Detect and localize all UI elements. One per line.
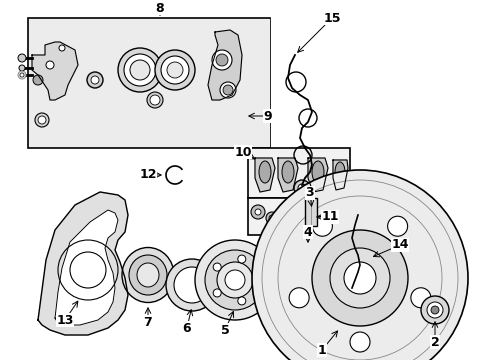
Polygon shape xyxy=(307,158,327,192)
Circle shape xyxy=(251,170,467,360)
Circle shape xyxy=(290,211,301,221)
Circle shape xyxy=(35,113,49,127)
Circle shape xyxy=(343,262,375,294)
Circle shape xyxy=(410,288,430,308)
Circle shape xyxy=(18,54,26,62)
Circle shape xyxy=(299,234,311,246)
Circle shape xyxy=(387,216,407,236)
Text: 12: 12 xyxy=(139,168,157,181)
Polygon shape xyxy=(38,192,128,335)
Circle shape xyxy=(213,263,221,271)
Circle shape xyxy=(426,302,442,318)
Circle shape xyxy=(265,212,278,224)
Circle shape xyxy=(46,61,54,69)
Circle shape xyxy=(216,54,227,66)
Circle shape xyxy=(279,205,288,215)
Text: 4: 4 xyxy=(303,225,312,238)
Circle shape xyxy=(237,255,245,263)
Text: 1: 1 xyxy=(317,343,325,356)
Circle shape xyxy=(212,50,231,70)
Ellipse shape xyxy=(137,263,159,287)
Circle shape xyxy=(237,297,245,305)
Polygon shape xyxy=(207,30,242,100)
Ellipse shape xyxy=(334,162,345,182)
Circle shape xyxy=(213,289,221,297)
Polygon shape xyxy=(278,158,297,192)
Circle shape xyxy=(155,50,195,90)
Circle shape xyxy=(288,288,308,308)
Circle shape xyxy=(220,82,236,98)
Text: 14: 14 xyxy=(390,238,408,252)
Circle shape xyxy=(204,250,264,310)
Circle shape xyxy=(124,54,156,86)
Text: 7: 7 xyxy=(143,315,152,328)
Circle shape xyxy=(217,262,252,298)
Bar xyxy=(247,148,349,198)
Circle shape xyxy=(147,92,163,108)
Circle shape xyxy=(20,73,24,77)
Circle shape xyxy=(167,62,183,78)
Circle shape xyxy=(174,267,209,303)
Circle shape xyxy=(19,65,25,71)
Circle shape xyxy=(268,215,274,221)
Circle shape xyxy=(311,230,407,326)
Circle shape xyxy=(150,95,160,105)
Circle shape xyxy=(250,205,264,219)
Circle shape xyxy=(420,296,448,324)
Circle shape xyxy=(70,252,106,288)
Ellipse shape xyxy=(122,248,174,302)
Text: 13: 13 xyxy=(56,314,74,327)
Circle shape xyxy=(130,60,150,80)
Circle shape xyxy=(18,71,26,79)
Text: 3: 3 xyxy=(305,186,314,199)
Circle shape xyxy=(254,209,261,215)
Bar xyxy=(305,198,316,226)
Circle shape xyxy=(349,332,369,352)
Circle shape xyxy=(87,72,103,88)
Circle shape xyxy=(297,184,305,192)
Bar xyxy=(28,18,269,148)
Circle shape xyxy=(430,306,438,314)
Text: 2: 2 xyxy=(430,336,439,348)
Ellipse shape xyxy=(259,161,270,183)
Text: 15: 15 xyxy=(323,12,340,24)
Polygon shape xyxy=(332,160,347,190)
Circle shape xyxy=(252,276,261,284)
Text: 6: 6 xyxy=(183,321,191,334)
Circle shape xyxy=(59,45,65,51)
Circle shape xyxy=(224,270,244,290)
Text: 8: 8 xyxy=(155,1,164,14)
Circle shape xyxy=(293,180,309,196)
Text: 5: 5 xyxy=(220,324,229,337)
Text: 10: 10 xyxy=(234,145,251,158)
Bar xyxy=(29,19,269,147)
Circle shape xyxy=(118,48,162,92)
Circle shape xyxy=(33,75,43,85)
Circle shape xyxy=(165,259,218,311)
Ellipse shape xyxy=(311,161,324,183)
Polygon shape xyxy=(32,42,78,100)
Circle shape xyxy=(38,116,46,124)
Ellipse shape xyxy=(129,255,167,295)
Ellipse shape xyxy=(282,161,293,183)
Circle shape xyxy=(223,85,232,95)
Text: 9: 9 xyxy=(263,109,272,122)
Circle shape xyxy=(329,248,389,308)
Polygon shape xyxy=(254,158,274,192)
Circle shape xyxy=(303,237,308,243)
Circle shape xyxy=(91,76,99,84)
Circle shape xyxy=(195,240,274,320)
Polygon shape xyxy=(55,210,118,325)
Circle shape xyxy=(161,56,189,84)
Circle shape xyxy=(312,216,332,236)
Text: 11: 11 xyxy=(321,211,338,224)
Bar xyxy=(247,198,319,235)
